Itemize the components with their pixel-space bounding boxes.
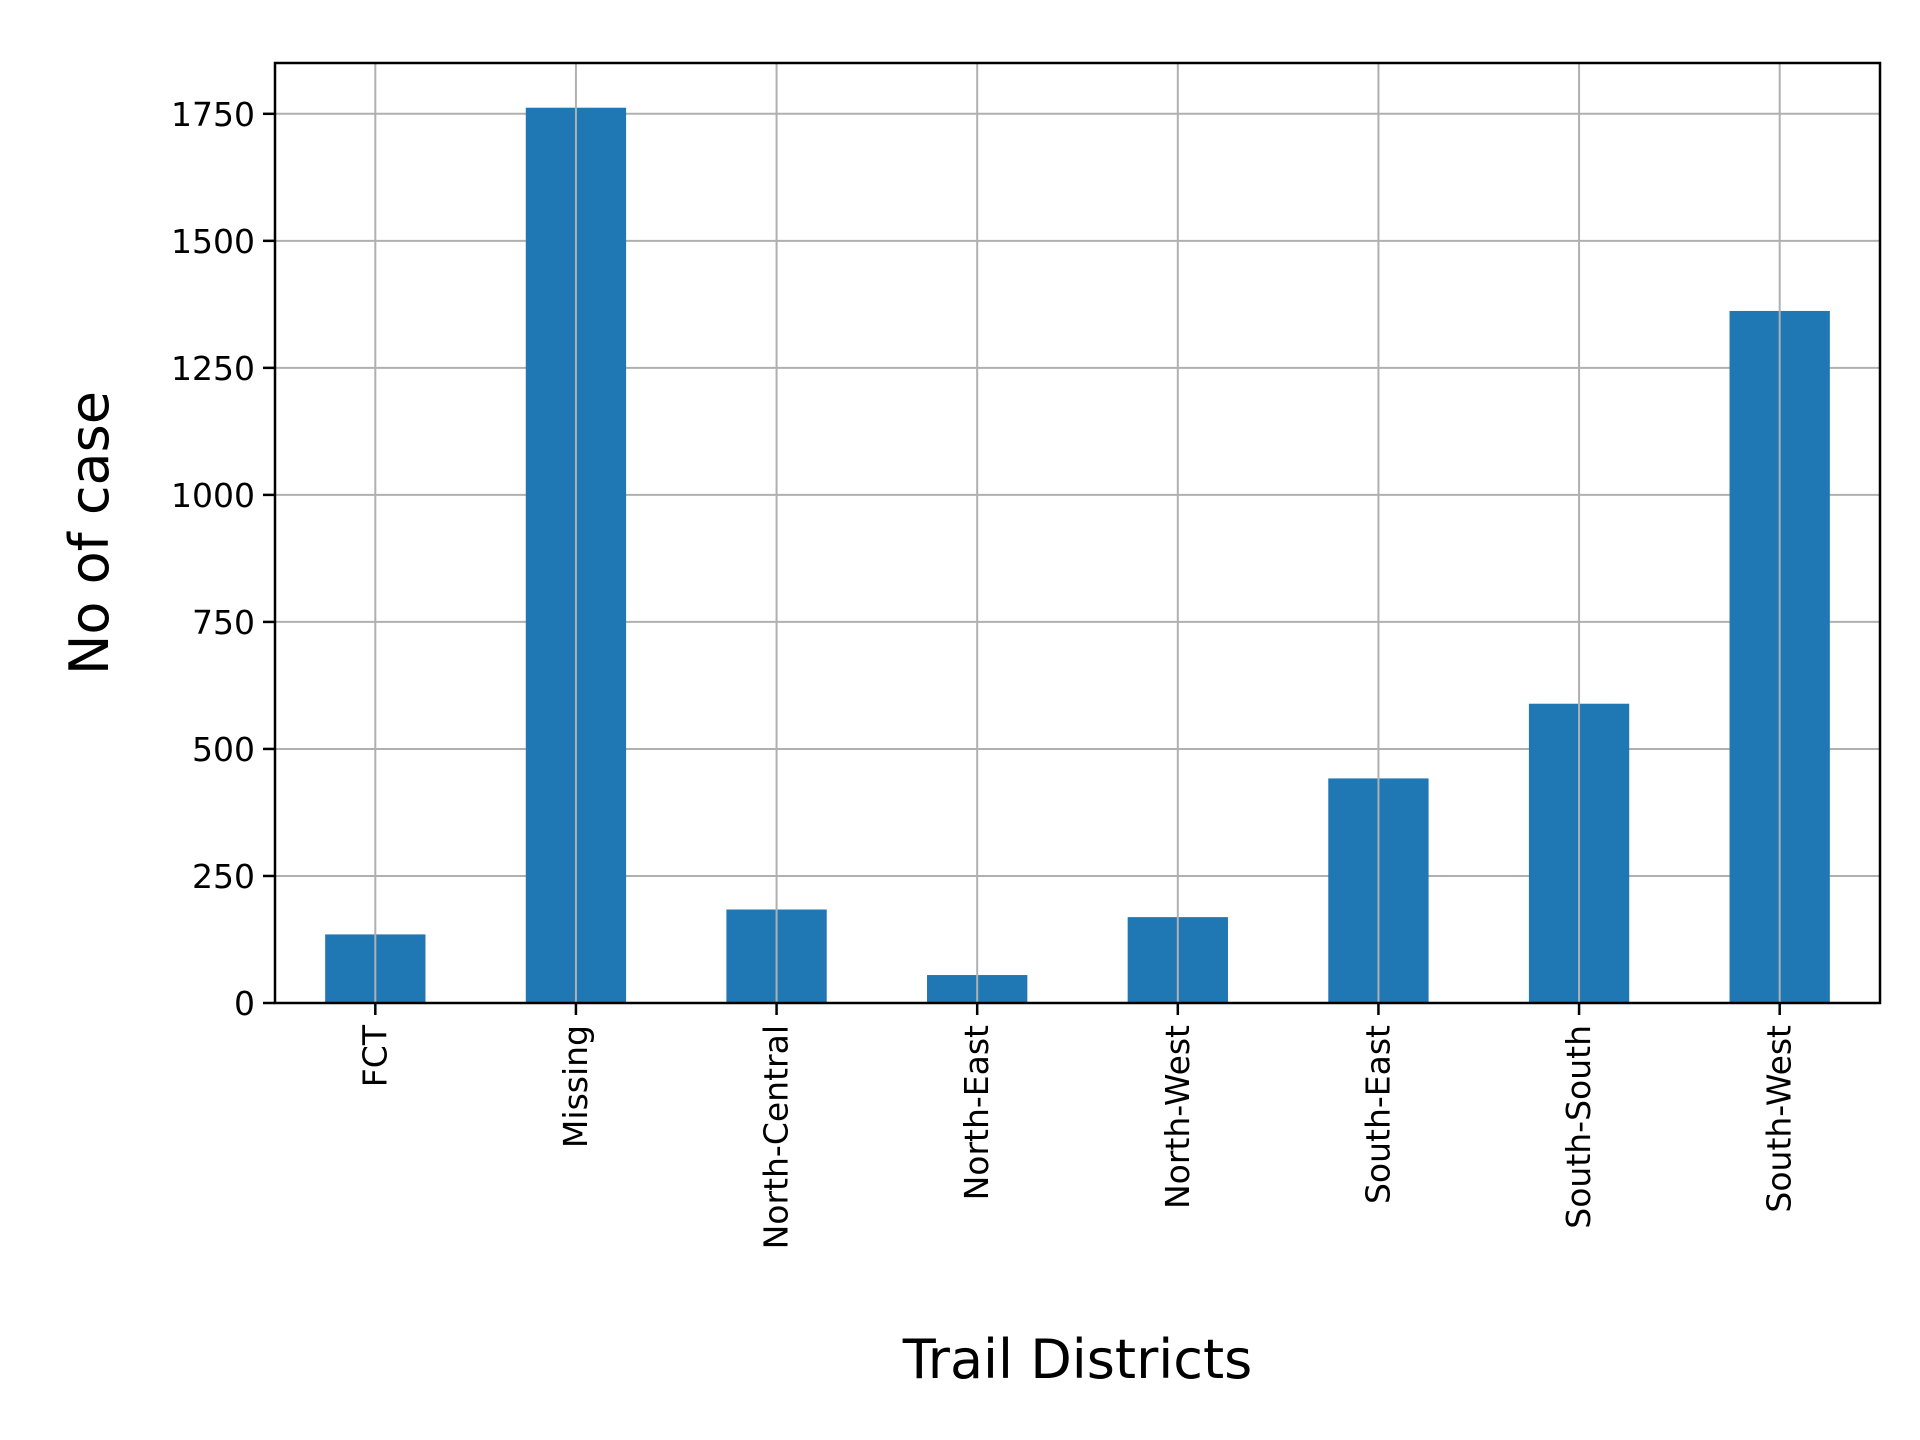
y-tick-label: 0 — [234, 984, 255, 1023]
bars — [325, 107, 1830, 1004]
x-tick-label: North-West — [1158, 1025, 1197, 1209]
x-axis-label: Trail Districts — [902, 1328, 1253, 1391]
x-tick-label: North-East — [957, 1025, 996, 1200]
x-tick-label: FCT — [355, 1024, 394, 1087]
y-tick-label: 500 — [192, 730, 255, 769]
grid-lines — [275, 112, 1880, 1004]
y-axis-label: No of case — [58, 391, 121, 675]
x-tick-label: South-East — [1358, 1025, 1397, 1204]
y-tick-label: 1500 — [171, 222, 255, 261]
y-tick-label: 1250 — [171, 349, 255, 388]
y-tick-label: 1750 — [171, 95, 255, 134]
plot-frame — [273, 61, 1882, 1005]
x-axis-ticks: FCT Missing North-Central North-East North-W… — [355, 1003, 1799, 1249]
x-tick-label: Missing — [556, 1025, 595, 1148]
x-tick-label: South-West — [1760, 1025, 1799, 1213]
x-tick-label: North-Central — [757, 1025, 796, 1249]
y-tick-label: 750 — [192, 603, 255, 642]
y-tick-label: 1000 — [171, 476, 255, 515]
y-axis-ticks: 0 250 500 750 1000 1250 1500 1750 — [171, 95, 275, 1023]
x-grid-lines — [374, 63, 1781, 1003]
x-tick-label: South-South — [1559, 1025, 1598, 1229]
y-tick-label: 250 — [192, 857, 255, 896]
